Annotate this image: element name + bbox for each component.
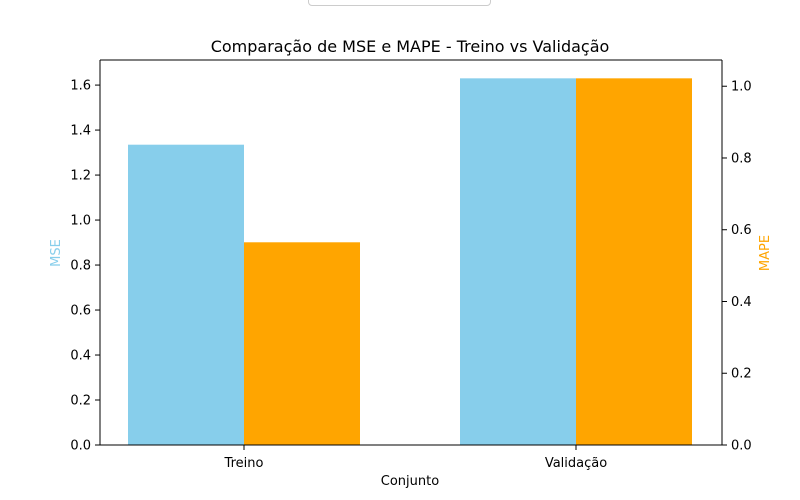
bars-layer — [128, 78, 692, 446]
y-left-tick-label: 0.2 — [70, 394, 91, 409]
y-left-tick-label: 1.2 — [70, 169, 91, 184]
legend-box — [308, 0, 491, 6]
y-left-tick-label: 0.6 — [70, 304, 91, 319]
y-left-tick-label: 1.0 — [70, 214, 91, 229]
y-left-axis-label: MSE — [49, 239, 64, 267]
y-right-tick-label: 0.6 — [731, 223, 752, 238]
x-tick-label: Validação — [545, 456, 607, 471]
chart-title: Comparação de MSE e MAPE - Treino vs Val… — [211, 37, 610, 56]
y-left-tick-label: 1.6 — [70, 79, 91, 94]
x-tick-label: Treino — [224, 456, 264, 471]
axes-layer: 0.0 0.2 0.4 0.6 0.8 1.0 1.2 1.4 1.6 0.0 0.2 0.4 0.6 0… — [70, 59, 752, 471]
y-right-tick-label: 1.0 — [731, 80, 752, 95]
bar-mape-1 — [576, 78, 692, 445]
y-left-tick-label: 1.4 — [70, 124, 91, 139]
y-left-tick-label: 0.4 — [70, 349, 91, 364]
bar-mse-0 — [128, 144, 244, 446]
y-right-tick-label: 0.0 — [731, 439, 752, 454]
bar-mape-0 — [244, 242, 360, 445]
y-right-tick-label: 0.4 — [731, 295, 752, 310]
y-right-axis-label: MAPE — [758, 235, 773, 271]
y-right-tick-label: 0.2 — [731, 367, 752, 382]
y-left-tick-label: 0.8 — [70, 259, 91, 274]
bar-mse-1 — [460, 78, 576, 445]
y-right-tick-label: 0.8 — [731, 151, 752, 166]
y-left-tick-label: 0.0 — [70, 439, 91, 454]
x-axis-label: Conjunto — [381, 474, 439, 489]
